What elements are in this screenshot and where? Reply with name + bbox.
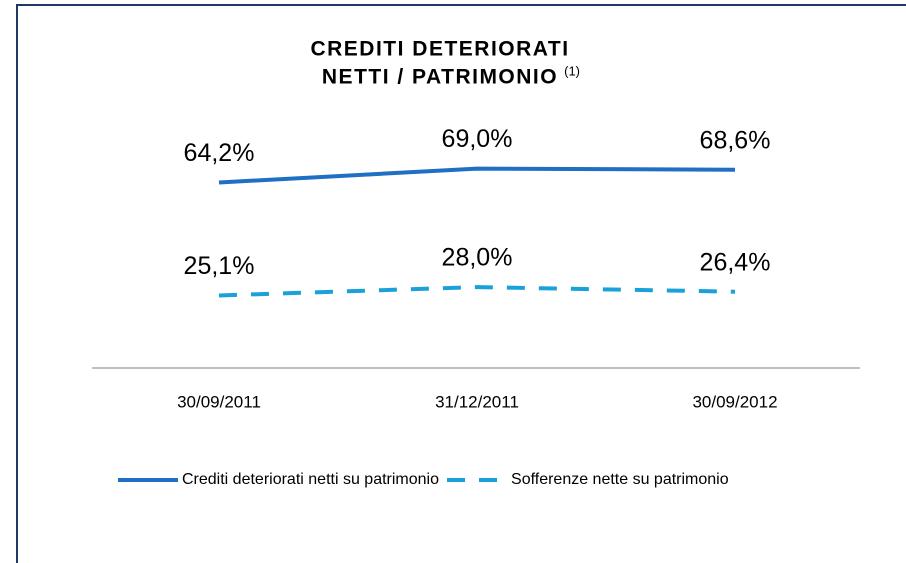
frame bbox=[16, 4, 906, 563]
chart-title: CREDITI DETERIORATI bbox=[310, 38, 569, 61]
legend-label: Crediti deteriorati netti su patrimonio bbox=[182, 471, 439, 488]
title-note: (1) bbox=[564, 63, 580, 78]
data-label: 26,4% bbox=[700, 248, 771, 276]
legend-label: Sofferenze nette su patrimonio bbox=[511, 471, 729, 488]
x-tick-label: 30/09/2012 bbox=[692, 392, 777, 411]
line-series bbox=[218, 285, 736, 298]
data-label: 28,0% bbox=[442, 244, 513, 272]
chart-title: NETTI / PATRIMONIO bbox=[322, 66, 558, 89]
data-label: 68,6% bbox=[700, 126, 771, 154]
data-label: 64,2% bbox=[184, 139, 255, 167]
x-tick-label: 31/12/2011 bbox=[435, 392, 519, 411]
x-tick-label: 30/09/2011 bbox=[177, 392, 261, 411]
data-label: 69,0% bbox=[442, 125, 513, 153]
line-series bbox=[218, 166, 736, 185]
data-label: 25,1% bbox=[184, 252, 255, 280]
